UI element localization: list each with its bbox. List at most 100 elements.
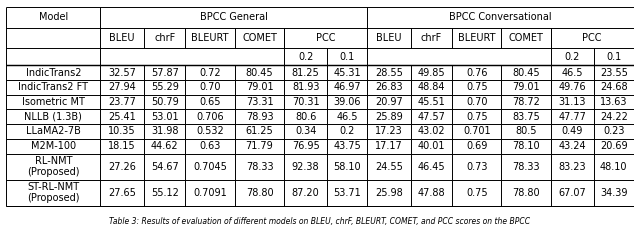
Text: 46.97: 46.97 [333, 82, 361, 92]
Text: 43.02: 43.02 [418, 127, 445, 137]
Text: 54.67: 54.67 [151, 161, 179, 171]
Text: BPCC General: BPCC General [200, 12, 268, 22]
Text: 79.01: 79.01 [246, 82, 273, 92]
Text: 55.29: 55.29 [151, 82, 179, 92]
Text: 0.73: 0.73 [466, 161, 488, 171]
Text: 18.15: 18.15 [108, 141, 136, 151]
Text: 25.41: 25.41 [108, 112, 136, 122]
Text: 92.38: 92.38 [292, 161, 319, 171]
Text: 48.84: 48.84 [418, 82, 445, 92]
Text: 71.79: 71.79 [246, 141, 273, 151]
Text: 46.5: 46.5 [561, 68, 583, 78]
Text: 26.83: 26.83 [375, 82, 403, 92]
Text: 73.31: 73.31 [246, 97, 273, 107]
Text: COMET: COMET [509, 33, 543, 43]
Text: 17.17: 17.17 [375, 141, 403, 151]
Text: 78.72: 78.72 [512, 97, 540, 107]
Text: 78.93: 78.93 [246, 112, 273, 122]
Text: Table 3: Results of evaluation of different models on BLEU, chrF, BLEURT, COMET,: Table 3: Results of evaluation of differ… [109, 217, 531, 226]
Text: 0.75: 0.75 [466, 188, 488, 198]
Text: 0.34: 0.34 [295, 127, 316, 137]
Text: 0.2: 0.2 [339, 127, 355, 137]
Text: 80.45: 80.45 [246, 68, 273, 78]
Text: 0.1: 0.1 [606, 52, 621, 62]
Text: 78.33: 78.33 [513, 161, 540, 171]
Text: 55.12: 55.12 [151, 188, 179, 198]
Text: IndicTrans2: IndicTrans2 [26, 68, 81, 78]
Text: 83.23: 83.23 [559, 161, 586, 171]
Text: ST-RL-NMT
(Proposed): ST-RL-NMT (Proposed) [27, 182, 79, 203]
Text: 0.63: 0.63 [200, 141, 221, 151]
Text: 76.95: 76.95 [292, 141, 319, 151]
Text: 48.10: 48.10 [600, 161, 627, 171]
Text: 43.24: 43.24 [559, 141, 586, 151]
Text: 20.69: 20.69 [600, 141, 627, 151]
Text: 80.5: 80.5 [515, 127, 537, 137]
Text: 27.94: 27.94 [108, 82, 136, 92]
Text: BLEU: BLEU [109, 33, 135, 43]
Text: 47.77: 47.77 [558, 112, 586, 122]
Text: 0.7045: 0.7045 [193, 161, 227, 171]
Text: 39.06: 39.06 [333, 97, 361, 107]
Text: 70.31: 70.31 [292, 97, 319, 107]
Text: 24.22: 24.22 [600, 112, 628, 122]
Text: 50.79: 50.79 [151, 97, 179, 107]
Text: 58.10: 58.10 [333, 161, 361, 171]
Text: 87.20: 87.20 [292, 188, 319, 198]
Text: 81.93: 81.93 [292, 82, 319, 92]
Text: 0.7091: 0.7091 [193, 188, 227, 198]
Text: 0.2: 0.2 [564, 52, 580, 62]
Text: 0.69: 0.69 [466, 141, 488, 151]
Text: PCC: PCC [582, 33, 602, 43]
Text: LLaMA2-7B: LLaMA2-7B [26, 127, 81, 137]
Text: 0.23: 0.23 [603, 127, 625, 137]
Text: 25.98: 25.98 [375, 188, 403, 198]
Text: 57.87: 57.87 [151, 68, 179, 78]
Text: 23.55: 23.55 [600, 68, 628, 78]
Text: 27.65: 27.65 [108, 188, 136, 198]
Text: 31.13: 31.13 [559, 97, 586, 107]
Text: 0.49: 0.49 [562, 127, 583, 137]
Text: 81.25: 81.25 [292, 68, 319, 78]
Text: 80.45: 80.45 [513, 68, 540, 78]
Text: 46.45: 46.45 [418, 161, 445, 171]
Text: Isometric MT: Isometric MT [22, 97, 84, 107]
Text: 40.01: 40.01 [418, 141, 445, 151]
Text: BLEURT: BLEURT [458, 33, 495, 43]
Text: 43.75: 43.75 [333, 141, 361, 151]
Text: M2M-100: M2M-100 [31, 141, 76, 151]
Text: 67.07: 67.07 [559, 188, 586, 198]
Text: BLEU: BLEU [376, 33, 401, 43]
Text: 0.72: 0.72 [199, 68, 221, 78]
Text: 83.75: 83.75 [512, 112, 540, 122]
Text: BPCC Conversational: BPCC Conversational [449, 12, 552, 22]
Text: 53.01: 53.01 [151, 112, 179, 122]
Text: 32.57: 32.57 [108, 68, 136, 78]
Text: Model: Model [39, 12, 68, 22]
Text: 24.55: 24.55 [375, 161, 403, 171]
Text: BLEURT: BLEURT [191, 33, 229, 43]
Text: 0.70: 0.70 [200, 82, 221, 92]
Text: 78.80: 78.80 [246, 188, 273, 198]
Text: 25.89: 25.89 [375, 112, 403, 122]
Text: 78.10: 78.10 [513, 141, 540, 151]
Text: COMET: COMET [242, 33, 277, 43]
Text: 49.76: 49.76 [559, 82, 586, 92]
Text: 0.701: 0.701 [463, 127, 491, 137]
Text: 27.26: 27.26 [108, 161, 136, 171]
Text: 53.71: 53.71 [333, 188, 361, 198]
Text: 20.97: 20.97 [375, 97, 403, 107]
Text: 45.51: 45.51 [417, 97, 445, 107]
Text: 78.33: 78.33 [246, 161, 273, 171]
Text: 0.1: 0.1 [339, 52, 355, 62]
Text: IndicTrans2 FT: IndicTrans2 FT [19, 82, 88, 92]
Text: 47.57: 47.57 [417, 112, 445, 122]
Text: 0.70: 0.70 [466, 97, 488, 107]
Text: 28.55: 28.55 [375, 68, 403, 78]
Text: 0.76: 0.76 [466, 68, 488, 78]
Text: 0.75: 0.75 [466, 82, 488, 92]
Text: 79.01: 79.01 [513, 82, 540, 92]
Text: NLLB (1.3B): NLLB (1.3B) [24, 112, 83, 122]
Text: 46.5: 46.5 [336, 112, 358, 122]
Text: 45.31: 45.31 [333, 68, 361, 78]
